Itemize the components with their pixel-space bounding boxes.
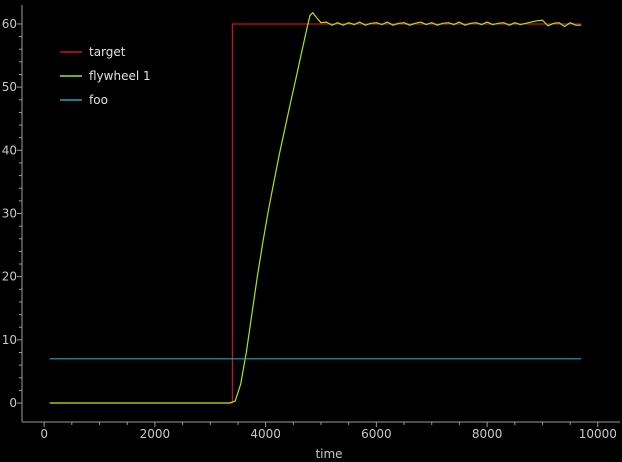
legend-label: flywheel 1 — [89, 69, 151, 83]
x-tick-label: 6000 — [361, 427, 392, 441]
x-ticks: 0 2000 4000 6000 8000 10000 — [40, 422, 617, 441]
y-tick-label: 10 — [2, 333, 17, 347]
x-axis-title: time — [315, 447, 342, 461]
series-layer — [49, 12, 582, 404]
legend: target flywheel 1 foo — [60, 45, 151, 107]
axes — [21, 5, 620, 423]
legend-label: foo — [89, 93, 108, 107]
x-tick-label: 2000 — [140, 427, 171, 441]
y-tick-label: 60 — [2, 17, 17, 31]
y-ticks: 0 10 20 30 40 50 60 — [2, 17, 22, 410]
series-line-flywheel-1 — [49, 12, 582, 404]
legend-label: target — [89, 45, 126, 59]
y-tick-label: 0 — [9, 396, 17, 410]
x-tick-label: 10000 — [579, 427, 617, 441]
y-tick-label: 50 — [2, 80, 17, 94]
y-tick-label: 40 — [2, 143, 17, 157]
x-tick-label: 8000 — [472, 427, 503, 441]
x-tick-label: 4000 — [250, 427, 281, 441]
y-tick-label: 30 — [2, 207, 17, 221]
x-tick-label: 0 — [40, 427, 48, 441]
y-tick-label: 20 — [2, 270, 17, 284]
